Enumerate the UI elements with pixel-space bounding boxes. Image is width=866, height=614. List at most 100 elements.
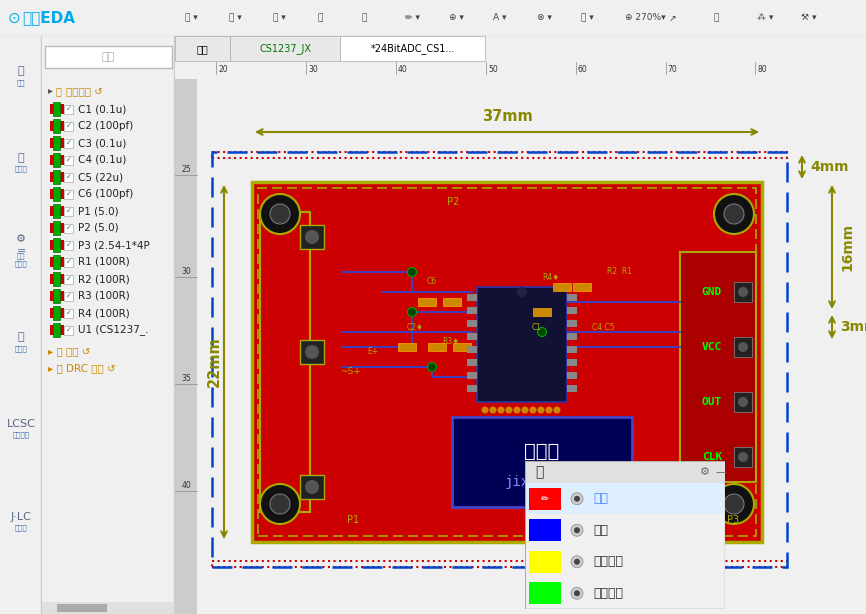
Text: C2♦: C2♦: [407, 322, 423, 332]
Circle shape: [738, 342, 748, 352]
Bar: [53, 119, 60, 133]
Bar: [57, 223, 64, 233]
Circle shape: [305, 480, 319, 494]
Bar: [57, 240, 64, 250]
Bar: [57, 308, 64, 318]
Text: C4 C5: C4 C5: [592, 322, 615, 332]
Text: 🖥: 🖥: [17, 153, 24, 163]
Text: 📷: 📷: [713, 14, 719, 23]
Circle shape: [571, 493, 583, 505]
Text: ✓: ✓: [66, 293, 72, 299]
Bar: [50, 240, 57, 250]
Text: 25: 25: [181, 165, 191, 174]
Bar: [300, 475, 324, 499]
Bar: [64, 292, 73, 301]
Bar: [64, 275, 73, 284]
Text: 元件前缀 ↺: 元件前缀 ↺: [66, 86, 103, 96]
Text: 设计: 设计: [16, 252, 25, 259]
Text: 顶层丝印: 顶层丝印: [593, 555, 623, 568]
Circle shape: [305, 345, 319, 359]
Text: ⚙
=: ⚙ =: [16, 234, 26, 255]
Bar: [734, 447, 752, 467]
Text: ✓: ✓: [66, 242, 72, 248]
Bar: [50, 138, 57, 148]
Text: ⊕ ▾: ⊕ ▾: [449, 14, 464, 23]
Bar: [53, 306, 60, 320]
Text: OUT: OUT: [701, 397, 722, 407]
Bar: [734, 392, 752, 412]
Text: C4 (0.1u): C4 (0.1u): [78, 155, 126, 165]
Bar: [567, 294, 577, 301]
Text: 60: 60: [578, 65, 587, 74]
Bar: [734, 282, 752, 302]
Bar: [64, 207, 73, 216]
Text: P1: P1: [347, 515, 359, 525]
Bar: [567, 359, 577, 366]
Text: ▸: ▸: [48, 86, 56, 96]
Bar: [467, 346, 477, 353]
Text: E+: E+: [367, 348, 378, 357]
Bar: [57, 172, 64, 182]
Bar: [252, 182, 762, 542]
Circle shape: [724, 494, 744, 514]
Text: ⊕ 270%▾: ⊕ 270%▾: [625, 14, 666, 23]
Text: 底层丝印: 底层丝印: [593, 587, 623, 600]
Bar: [50, 291, 57, 301]
Circle shape: [538, 327, 546, 336]
Bar: [64, 224, 73, 233]
Text: 👁 ▾: 👁 ▾: [581, 14, 594, 23]
Circle shape: [260, 194, 300, 234]
Text: C3 (0.1u): C3 (0.1u): [78, 138, 126, 148]
Bar: [50, 189, 57, 199]
Text: CS1237_JX: CS1237_JX: [259, 44, 311, 55]
Bar: [467, 333, 477, 340]
Text: 4mm: 4mm: [810, 160, 849, 174]
Bar: [50, 325, 57, 335]
Text: 元件库: 元件库: [15, 345, 28, 352]
Bar: [529, 551, 561, 573]
Text: 技小新: 技小新: [525, 441, 559, 460]
Text: R3♦: R3♦: [442, 338, 459, 346]
Text: P2 (5.0): P2 (5.0): [78, 223, 119, 233]
Text: ✓: ✓: [66, 123, 72, 129]
Text: P2: P2: [447, 197, 459, 207]
Bar: [567, 333, 577, 340]
Bar: [53, 102, 60, 116]
Text: LCSC: LCSC: [7, 419, 36, 429]
Text: R4 (100R): R4 (100R): [78, 308, 130, 318]
Text: ▸ 📁 DRC 错误 ↺: ▸ 📁 DRC 错误 ↺: [48, 363, 116, 373]
Text: 35: 35: [181, 374, 191, 383]
Bar: [175, 79, 197, 614]
Circle shape: [408, 268, 417, 276]
Bar: [53, 238, 60, 252]
Text: CLK: CLK: [701, 452, 722, 462]
Circle shape: [546, 406, 553, 413]
Text: 22mm: 22mm: [206, 336, 222, 387]
Text: R2 (100R): R2 (100R): [78, 274, 130, 284]
Bar: [53, 255, 60, 269]
Bar: [45, 46, 172, 68]
Text: P1 (5.0): P1 (5.0): [78, 206, 119, 216]
Circle shape: [553, 406, 560, 413]
Bar: [467, 359, 477, 366]
Bar: [57, 189, 64, 199]
Bar: [57, 291, 64, 301]
Text: *24BitADC_CS1...: *24BitADC_CS1...: [371, 44, 455, 55]
Text: 嘉立创: 嘉立创: [15, 524, 28, 531]
Bar: [64, 173, 73, 182]
Bar: [64, 241, 73, 250]
Bar: [57, 121, 64, 131]
Bar: [533, 308, 551, 316]
Text: ✏: ✏: [541, 494, 549, 503]
Circle shape: [738, 452, 748, 462]
Bar: [553, 283, 571, 291]
Bar: [57, 325, 64, 335]
Bar: [212, 152, 787, 158]
Circle shape: [481, 406, 488, 413]
Text: P3: P3: [727, 515, 739, 525]
Text: ✓: ✓: [66, 140, 72, 146]
Text: ⁂ ▾: ⁂ ▾: [757, 14, 773, 23]
Bar: [53, 289, 60, 303]
Bar: [567, 320, 577, 327]
Text: A ▾: A ▾: [493, 14, 507, 23]
